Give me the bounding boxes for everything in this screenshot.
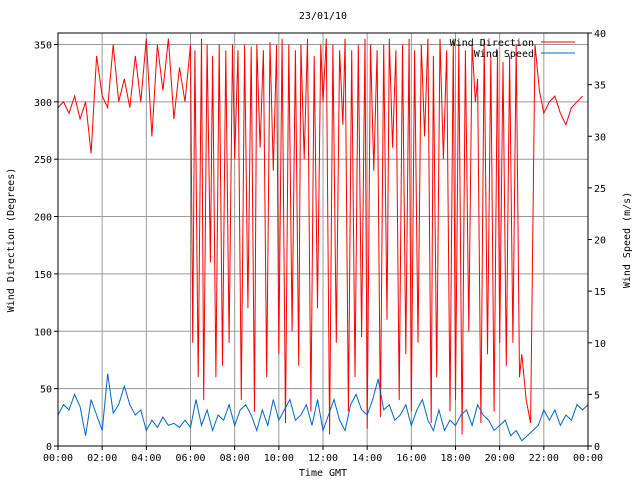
y-right-tick-label: 0: [594, 442, 600, 453]
x-axis-label: Time GMT: [299, 468, 347, 479]
y-left-tick-label: 200: [34, 213, 52, 224]
x-tick-label: 06:00: [175, 453, 205, 464]
y-left-tick-label: 0: [46, 442, 52, 453]
y-left-tick-label: 150: [34, 270, 52, 281]
y-axis-left-label: Wind Direction (Degrees): [6, 168, 17, 313]
y-left-tick-label: 100: [34, 327, 52, 338]
y-left-tick-label: 300: [34, 98, 52, 109]
x-tick-label: 20:00: [485, 453, 515, 464]
legend-label-wind-speed: Wind Speed: [474, 49, 534, 60]
series-line-wind-direction: [57, 38, 583, 435]
legend: Wind Direction Wind Speed: [450, 38, 575, 60]
chart-title: 23/01/10: [299, 11, 347, 22]
series-layer: [57, 38, 589, 442]
x-tick-label: 18:00: [440, 453, 470, 464]
series-line-wind-speed: [57, 373, 589, 442]
y-left-tick-label: 250: [34, 155, 52, 166]
y-right-tick-label: 30: [594, 132, 606, 143]
axis-layer: 00:00 02:00 04:00 06:00 08:00 10:00 12:00 14:00…: [34, 29, 606, 464]
x-tick-label: 10:00: [264, 453, 294, 464]
y-right-tick-label: 35: [594, 81, 606, 92]
x-tick-label: 22:00: [529, 453, 559, 464]
y-right-tick-label: 10: [594, 339, 606, 350]
y-right-tick-label: 20: [594, 236, 606, 247]
y-left-tick-label: 350: [34, 40, 52, 51]
legend-label-wind-direction: Wind Direction: [450, 38, 534, 49]
y-right-tick-label: 25: [594, 184, 606, 195]
y-right-tick-label: 15: [594, 287, 606, 298]
x-tick-label: 04:00: [131, 453, 161, 464]
y-right-tick-label: 40: [594, 29, 606, 40]
y-left-tick-label: 50: [40, 385, 52, 396]
x-tick-label: 00:00: [43, 453, 73, 464]
y-right-tick-label: 5: [594, 390, 600, 401]
y-axis-right-label: Wind Speed (m/s): [622, 192, 633, 288]
x-tick-label: 02:00: [87, 453, 117, 464]
x-tick-label: 08:00: [220, 453, 250, 464]
x-tick-label: 12:00: [308, 453, 338, 464]
x-tick-label: 00:00: [573, 453, 603, 464]
x-tick-label: 16:00: [396, 453, 426, 464]
x-tick-label: 14:00: [352, 453, 382, 464]
